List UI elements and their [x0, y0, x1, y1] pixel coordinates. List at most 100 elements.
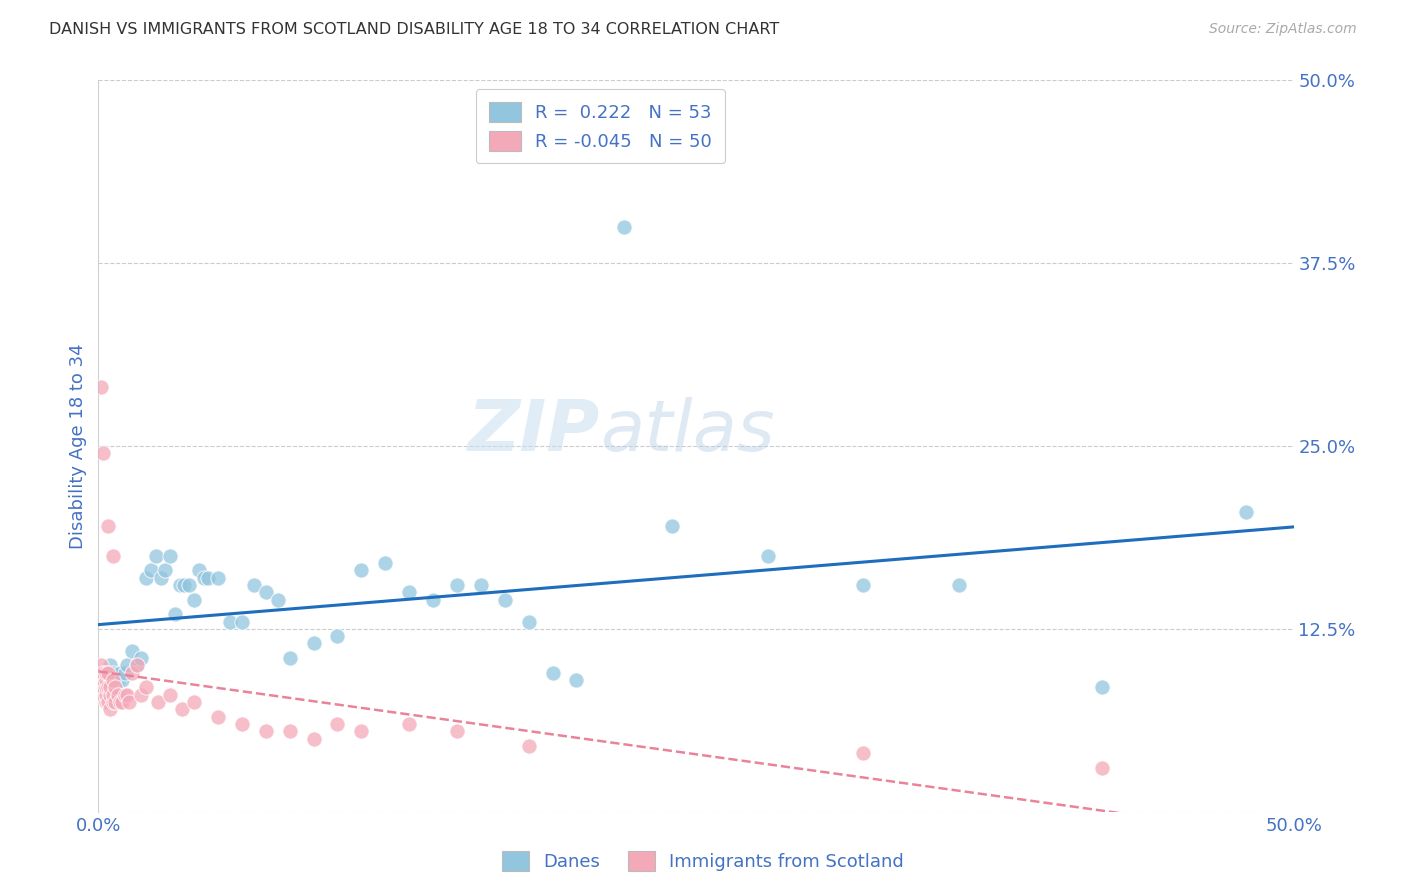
- Point: [115, 688, 138, 702]
- Point: [756, 549, 779, 563]
- Point: [104, 681, 127, 695]
- Point: [101, 665, 124, 680]
- Point: [446, 724, 468, 739]
- Point: [326, 717, 349, 731]
- Point: [90, 665, 112, 680]
- Point: [145, 549, 167, 563]
- Point: [179, 578, 201, 592]
- Point: [115, 658, 138, 673]
- Point: [91, 673, 114, 687]
- Point: [125, 658, 148, 673]
- Point: [121, 644, 143, 658]
- Point: [173, 578, 195, 592]
- Point: [108, 695, 131, 709]
- Point: [97, 665, 120, 680]
- Point: [470, 578, 492, 592]
- Point: [613, 219, 636, 234]
- Point: [422, 592, 444, 607]
- Point: [97, 665, 120, 680]
- Point: [90, 673, 112, 687]
- Point: [94, 681, 117, 695]
- Point: [90, 658, 112, 673]
- Point: [91, 446, 114, 460]
- Point: [108, 665, 131, 680]
- Point: [852, 746, 875, 760]
- Point: [494, 592, 516, 607]
- Point: [398, 717, 420, 731]
- Point: [193, 571, 215, 585]
- Point: [135, 571, 157, 585]
- Point: [121, 665, 143, 680]
- Point: [94, 695, 117, 709]
- Point: [107, 688, 129, 702]
- Point: [446, 578, 468, 592]
- Point: [326, 629, 349, 643]
- Y-axis label: Disability Age 18 to 34: Disability Age 18 to 34: [69, 343, 87, 549]
- Point: [91, 688, 114, 702]
- Point: [135, 681, 157, 695]
- Point: [169, 578, 191, 592]
- Point: [118, 695, 141, 709]
- Text: ZIP: ZIP: [468, 397, 600, 466]
- Point: [98, 688, 122, 702]
- Point: [97, 519, 120, 533]
- Point: [172, 702, 194, 716]
- Point: [131, 651, 153, 665]
- Point: [107, 673, 129, 687]
- Legend: Danes, Immigrants from Scotland: Danes, Immigrants from Scotland: [495, 844, 911, 879]
- Point: [111, 695, 134, 709]
- Point: [207, 709, 229, 723]
- Point: [517, 615, 540, 629]
- Point: [94, 665, 117, 680]
- Point: [183, 695, 205, 709]
- Point: [114, 688, 136, 702]
- Point: [302, 731, 325, 746]
- Point: [139, 563, 162, 577]
- Point: [163, 607, 186, 622]
- Point: [111, 673, 134, 687]
- Point: [278, 651, 301, 665]
- Point: [101, 695, 124, 709]
- Point: [94, 688, 117, 702]
- Point: [125, 658, 148, 673]
- Point: [243, 578, 266, 592]
- Point: [1091, 761, 1114, 775]
- Point: [254, 585, 277, 599]
- Point: [1091, 681, 1114, 695]
- Point: [159, 688, 181, 702]
- Point: [852, 578, 875, 592]
- Point: [302, 636, 325, 650]
- Point: [254, 724, 277, 739]
- Point: [98, 658, 122, 673]
- Point: [231, 615, 253, 629]
- Point: [661, 519, 683, 533]
- Point: [104, 695, 127, 709]
- Point: [90, 681, 112, 695]
- Point: [517, 739, 540, 753]
- Point: [101, 673, 124, 687]
- Point: [565, 673, 588, 687]
- Point: [91, 665, 114, 680]
- Text: atlas: atlas: [600, 397, 775, 466]
- Point: [131, 688, 153, 702]
- Point: [219, 615, 242, 629]
- Point: [97, 695, 120, 709]
- Point: [197, 571, 219, 585]
- Point: [541, 665, 564, 680]
- Point: [149, 571, 172, 585]
- Point: [350, 724, 373, 739]
- Point: [91, 681, 114, 695]
- Point: [90, 380, 112, 394]
- Point: [398, 585, 420, 599]
- Point: [94, 673, 117, 687]
- Point: [278, 724, 301, 739]
- Point: [948, 578, 970, 592]
- Point: [267, 592, 290, 607]
- Point: [98, 702, 122, 716]
- Point: [1234, 505, 1257, 519]
- Text: DANISH VS IMMIGRANTS FROM SCOTLAND DISABILITY AGE 18 TO 34 CORRELATION CHART: DANISH VS IMMIGRANTS FROM SCOTLAND DISAB…: [49, 22, 779, 37]
- Point: [159, 549, 181, 563]
- Point: [207, 571, 229, 585]
- Point: [231, 717, 253, 731]
- Point: [94, 673, 117, 687]
